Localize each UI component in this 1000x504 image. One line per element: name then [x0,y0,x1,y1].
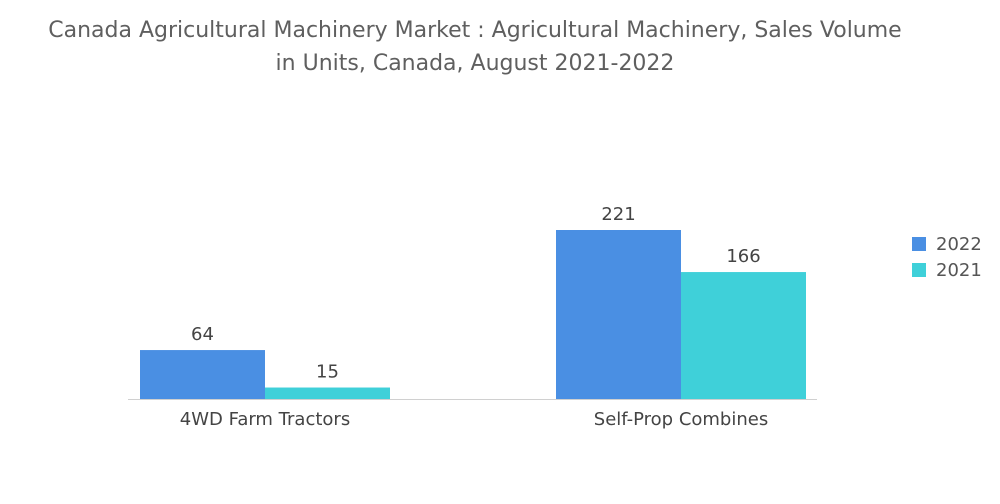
category-label-1: Self-Prop Combines [594,409,768,430]
legend-item-2022: 2022 [912,231,982,257]
legend: 2022 2021 [912,231,982,283]
data-label-2021-0: 15 [316,362,339,383]
legend-swatch-2022 [912,237,926,251]
labels-group: 64 15 4WD Farm Tractors 221 166 Self-Prop Com… [180,204,768,430]
chart-title-line2: in Units, Canada, August 2021-2022 [275,51,675,76]
legend-item-2021: 2021 [912,257,982,283]
chart-title-line1: Canada Agricultural Machinery Market : A… [48,18,902,43]
data-label-2021-1: 166 [726,246,760,267]
bar-2021-1 [681,272,806,399]
data-label-2022-1: 221 [601,204,635,225]
legend-label-2021: 2021 [936,259,982,281]
bars-group [140,230,806,399]
chart-title: Canada Agricultural Machinery Market : A… [40,14,910,80]
data-label-2022-0: 64 [191,324,214,345]
bar-2021-0 [265,387,390,399]
category-label-0: 4WD Farm Tractors [180,409,350,430]
legend-label-2022: 2022 [936,233,982,255]
bar-2022-0 [140,350,265,399]
legend-swatch-2021 [912,263,926,277]
bar-2022-1 [556,230,681,399]
